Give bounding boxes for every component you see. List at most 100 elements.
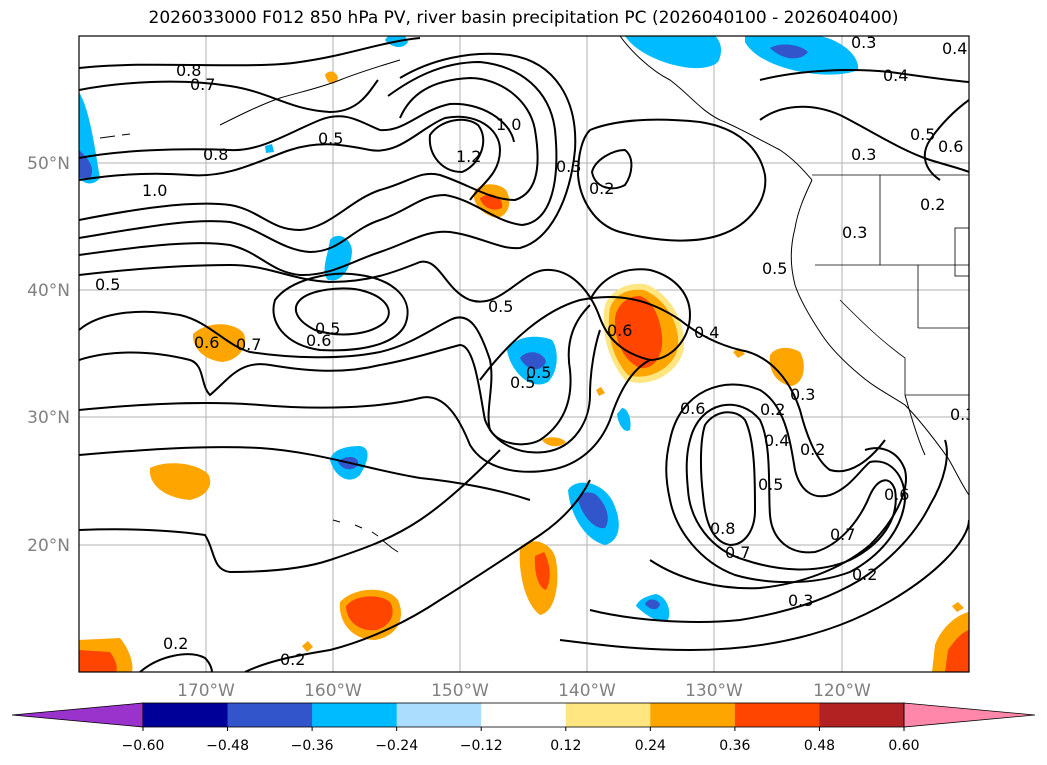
contour-label: 0.2 bbox=[589, 179, 614, 198]
pv-contour-04-northeast bbox=[759, 69, 969, 83]
pv-contour-06-west bbox=[79, 329, 601, 454]
contour-label: 0.7 bbox=[236, 335, 261, 354]
latitude-label: 20°N bbox=[27, 536, 70, 556]
contour-label: 0.7 bbox=[190, 75, 215, 94]
contour-label: 0.2 bbox=[800, 440, 825, 459]
pv-contour-10 bbox=[79, 115, 502, 201]
anomaly-negative-small bbox=[617, 408, 631, 431]
contour-label: 0.2 bbox=[920, 195, 945, 214]
colorbar-swatch bbox=[227, 703, 313, 727]
pv-contour-04-west bbox=[79, 446, 531, 501]
plot-frame bbox=[78, 35, 970, 673]
colorbar-tick-label: 0.36 bbox=[719, 738, 750, 754]
contour-label: 0.8 bbox=[176, 61, 201, 80]
contour-label: 0.4 bbox=[883, 66, 908, 85]
contour-label: 0.4 bbox=[942, 39, 967, 58]
contour-label: 0.3 bbox=[950, 405, 975, 424]
pv-contour-03-south bbox=[79, 449, 501, 574]
pv-contour-03-northeast bbox=[759, 105, 969, 173]
contour-label: 0.6 bbox=[680, 399, 705, 418]
latitude-label: 40°N bbox=[27, 281, 70, 301]
pv-contour-03-southeast bbox=[589, 439, 948, 623]
colorbar-ticks: −0.60 −0.48 −0.36 −0.24 −0.12 0.12 0.24 0.36 0.4… bbox=[122, 727, 920, 754]
colorbar-swatch bbox=[481, 703, 567, 727]
anomaly-strong-positive-south-central bbox=[346, 596, 393, 631]
colorbar-tick-label: −0.24 bbox=[375, 738, 418, 754]
latitude-label: 30°N bbox=[27, 408, 70, 428]
anomaly-strong-positive-southwest-corner bbox=[79, 650, 117, 672]
contour-label: 0.5 bbox=[910, 125, 935, 144]
map-title: 2026033000 F012 850 hPa PV, river basin … bbox=[148, 8, 899, 28]
anomaly-positive-small-b bbox=[325, 71, 338, 84]
contour-label: 0.3 bbox=[556, 157, 581, 176]
political-borders bbox=[812, 174, 969, 396]
anomaly-positive-dateline bbox=[192, 324, 246, 362]
latitude-labels: 20°N 30°N 40°N 50°N bbox=[27, 154, 70, 556]
colorbar-swatch bbox=[312, 703, 398, 727]
anomaly-strong-negative-south bbox=[645, 599, 660, 610]
contour-label: 0.2 bbox=[760, 400, 785, 419]
colorbar-swatch bbox=[819, 703, 905, 727]
pv-contour-08-ring bbox=[79, 52, 577, 277]
anomaly-positive-small-f bbox=[952, 602, 964, 612]
longitude-label: 170°W bbox=[177, 681, 235, 701]
colorbar-tick-label: 0.60 bbox=[888, 738, 919, 754]
colorbar-swatch bbox=[734, 703, 820, 727]
contour-label: 1.0 bbox=[142, 181, 167, 200]
anomaly-negative-gulf-alaska bbox=[625, 36, 722, 69]
anomaly-strong-negative-bc bbox=[770, 44, 808, 59]
longitude-label: 130°W bbox=[685, 681, 743, 701]
contour-label: 0.6 bbox=[938, 137, 963, 156]
contour-label: 0.6 bbox=[607, 321, 632, 340]
coastline-west-coast bbox=[790, 179, 969, 496]
contour-label: 0.5 bbox=[95, 275, 120, 294]
pv-contour-08-mid bbox=[79, 102, 515, 159]
colorbar-swatch bbox=[143, 703, 229, 727]
colorbar-frame bbox=[142, 702, 905, 728]
colorbar-tick-label: −0.48 bbox=[206, 738, 249, 754]
longitude-labels: 170°W 160°W 150°W 140°W 130°W 120°W bbox=[177, 681, 871, 701]
anomaly-positive-small-d bbox=[596, 387, 605, 396]
coastlines bbox=[99, 36, 969, 553]
colorbar-tick-label: −0.36 bbox=[291, 738, 334, 754]
pv-contour-08-east bbox=[699, 411, 757, 547]
pv-contour-12 bbox=[428, 118, 485, 174]
negative-anomaly-shading bbox=[79, 36, 859, 622]
contour-label: 0.8 bbox=[203, 145, 228, 164]
pv-contour-05-northeast bbox=[923, 99, 969, 181]
pv-contour-07-north bbox=[79, 79, 379, 114]
colorbar-swatch bbox=[650, 703, 736, 727]
colorbar-tick-label: −0.12 bbox=[460, 738, 503, 754]
colorbar: −0.60 −0.48 −0.36 −0.24 −0.12 0.12 0.24 0.36 0.4… bbox=[11, 702, 1036, 754]
contour-label: 0.5 bbox=[488, 297, 513, 316]
contour-label: 0.3 bbox=[851, 145, 876, 164]
coastline-hawaii bbox=[332, 519, 399, 553]
anomaly-positive-california bbox=[769, 347, 804, 386]
colorbar-swatch bbox=[396, 703, 482, 727]
pv-contour-03-north bbox=[576, 118, 767, 242]
anomaly-positive-small-e bbox=[302, 641, 313, 652]
contour-label: 0.3 bbox=[842, 223, 867, 242]
contour-label: 0.5 bbox=[315, 319, 340, 338]
coastline-baja bbox=[904, 394, 926, 456]
contour-label: 0.2 bbox=[163, 634, 188, 653]
contour-label: 0.5 bbox=[758, 475, 783, 494]
colorbar-swatch bbox=[565, 703, 651, 727]
colorbar-tick-label: 0.24 bbox=[635, 738, 666, 754]
pv-contour-02-southeast bbox=[559, 519, 969, 652]
anomaly-negative-tiny bbox=[265, 144, 274, 153]
coastline-aleutians bbox=[219, 59, 401, 126]
pv-contour-04-east bbox=[479, 295, 886, 473]
pv-contour-05-ring bbox=[294, 287, 390, 336]
anomaly-positive-west-subtropical bbox=[149, 463, 211, 500]
anomaly-strong-negative-east-pacific-north bbox=[520, 352, 546, 370]
contour-label: 0.3 bbox=[851, 33, 876, 52]
contour-label: 0.2 bbox=[280, 650, 305, 669]
longitude-label: 120°W bbox=[813, 681, 871, 701]
contour-label: 0.3 bbox=[790, 385, 815, 404]
colorbar-tick-label: 0.48 bbox=[804, 738, 835, 754]
colorbar-tick-label: −0.60 bbox=[122, 738, 165, 754]
contour-label: 0.7 bbox=[725, 543, 750, 562]
contour-label: 0.6 bbox=[884, 485, 909, 504]
